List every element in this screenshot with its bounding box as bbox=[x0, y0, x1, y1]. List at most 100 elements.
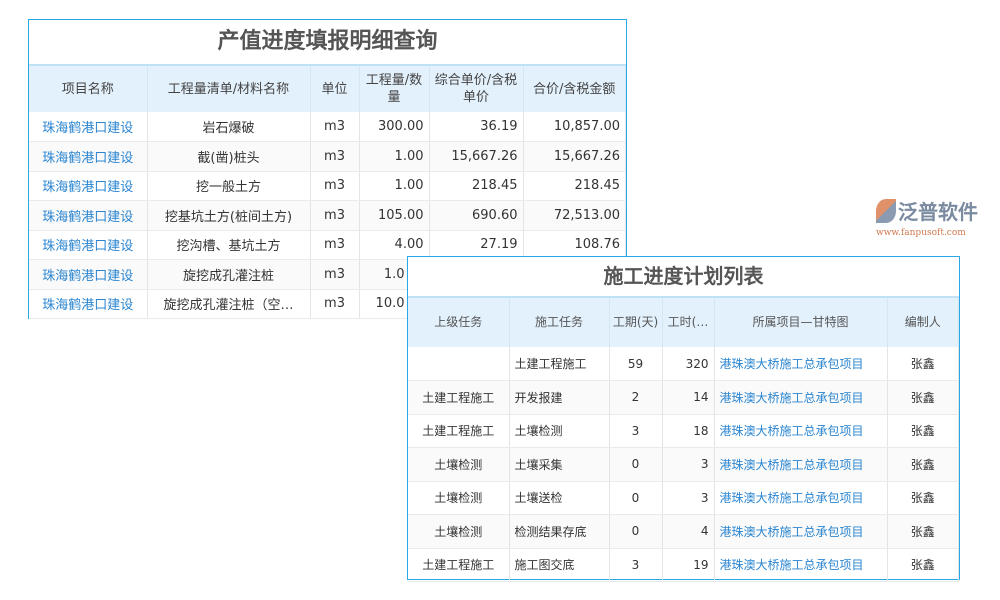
table-cell: 59 bbox=[609, 347, 663, 381]
table-row[interactable]: 珠海鹤港口建设 挖基坑土方(桩间土方) m3 105.00 690.60 72,513.0… bbox=[29, 200, 626, 231]
table-cell: 72,513.00 bbox=[523, 200, 626, 231]
table-cell: 土壤检测 bbox=[408, 447, 510, 482]
table-cell: 4.00 bbox=[359, 230, 430, 260]
table-cell: 300.00 bbox=[359, 112, 430, 142]
project-link[interactable]: 珠海鹤港口建设 bbox=[29, 259, 148, 290]
column-header[interactable]: 工期(天) bbox=[609, 298, 663, 347]
table-cell: 10,857.00 bbox=[523, 112, 626, 142]
table-cell: 岩石爆破 bbox=[147, 112, 311, 142]
project-link[interactable]: 珠海鹤港口建设 bbox=[29, 230, 148, 260]
table-cell: 张鑫 bbox=[887, 514, 959, 549]
table-cell: m3 bbox=[310, 259, 360, 290]
column-header[interactable]: 编制人 bbox=[887, 298, 959, 347]
table-cell: 3 bbox=[662, 481, 715, 515]
table-cell: 旋挖成孔灌注桩（空… bbox=[147, 289, 311, 319]
output-detail-panel: 产值进度填报明细查询 项目名称 工程量清单/材料名称 单位 工程量/数量 综合单价/含税… bbox=[28, 19, 627, 319]
project-link[interactable]: 港珠澳大桥施工总承包项目 bbox=[714, 548, 888, 582]
table-cell: 张鑫 bbox=[887, 447, 959, 482]
table-row[interactable]: 珠海鹤港口建设 截(凿)桩头 m3 1.00 15,667.26 15,667.26 bbox=[29, 141, 626, 172]
column-header[interactable]: 工时(… bbox=[662, 298, 715, 347]
table-cell: 4 bbox=[662, 514, 715, 549]
table-cell: 土壤检测 bbox=[509, 414, 610, 448]
table-cell: m3 bbox=[310, 141, 360, 172]
project-link[interactable]: 珠海鹤港口建设 bbox=[29, 112, 148, 142]
table-cell: 土建工程施工 bbox=[408, 414, 510, 448]
table-cell: m3 bbox=[310, 289, 360, 319]
project-link[interactable]: 港珠澳大桥施工总承包项目 bbox=[714, 447, 888, 482]
table-row[interactable]: 土壤检测 土壤送检 0 3 港珠澳大桥施工总承包项目 张鑫 bbox=[408, 481, 959, 515]
table-cell: 218.45 bbox=[429, 171, 524, 201]
table-cell: 218.45 bbox=[523, 171, 626, 201]
table-cell: 2 bbox=[609, 380, 663, 415]
table-cell: 土壤检测 bbox=[408, 514, 510, 549]
table-row[interactable]: 珠海鹤港口建设 挖一般土方 m3 1.00 218.45 218.45 bbox=[29, 171, 626, 201]
column-header[interactable]: 单位 bbox=[310, 66, 360, 112]
project-link[interactable]: 港珠澳大桥施工总承包项目 bbox=[714, 347, 888, 381]
project-link[interactable]: 珠海鹤港口建设 bbox=[29, 289, 148, 319]
table-cell: 张鑫 bbox=[887, 548, 959, 582]
table-cell: 320 bbox=[662, 347, 715, 381]
panel-title: 产值进度填报明细查询 bbox=[29, 20, 626, 66]
table-cell: m3 bbox=[310, 230, 360, 260]
project-link[interactable]: 港珠澳大桥施工总承包项目 bbox=[714, 514, 888, 549]
column-header[interactable]: 上级任务 bbox=[408, 298, 510, 347]
table-cell: 15,667.26 bbox=[523, 141, 626, 172]
fanpu-logo: 泛普软件 www.fanpusoft.com bbox=[874, 196, 994, 242]
panel-title: 施工进度计划列表 bbox=[408, 257, 959, 298]
column-header[interactable]: 合价/含税金额 bbox=[523, 66, 626, 112]
column-header[interactable]: 所属项目—甘特图 bbox=[714, 298, 888, 347]
column-header[interactable]: 工程量清单/材料名称 bbox=[147, 66, 311, 112]
column-header[interactable]: 综合单价/含税单价 bbox=[429, 66, 524, 112]
project-link[interactable]: 港珠澳大桥施工总承包项目 bbox=[714, 414, 888, 448]
table-cell: 张鑫 bbox=[887, 380, 959, 415]
table-cell: 检测结果存底 bbox=[509, 514, 610, 549]
table-cell: 截(凿)桩头 bbox=[147, 141, 311, 172]
logo-url: www.fanpusoft.com bbox=[876, 228, 966, 238]
table-row[interactable]: 土建工程施工 土壤检测 3 18 港珠澳大桥施工总承包项目 张鑫 bbox=[408, 414, 959, 448]
table-cell: 18 bbox=[662, 414, 715, 448]
logo-icon bbox=[876, 199, 896, 223]
table-cell: 14 bbox=[662, 380, 715, 415]
table-row[interactable]: 土建工程施工 施工图交底 3 19 港珠澳大桥施工总承包项目 张鑫 bbox=[408, 548, 959, 582]
project-link[interactable]: 珠海鹤港口建设 bbox=[29, 141, 148, 172]
table-cell: 挖一般土方 bbox=[147, 171, 311, 201]
table-cell: 土壤送检 bbox=[509, 481, 610, 515]
project-link[interactable]: 港珠澳大桥施工总承包项目 bbox=[714, 481, 888, 515]
table-cell: 张鑫 bbox=[887, 347, 959, 381]
table-cell: 3 bbox=[662, 447, 715, 482]
table-cell: 0 bbox=[609, 514, 663, 549]
table-cell: 19 bbox=[662, 548, 715, 582]
table-cell: 105.00 bbox=[359, 200, 430, 231]
table-cell: 施工图交底 bbox=[509, 548, 610, 582]
table-cell: 0 bbox=[609, 481, 663, 515]
table-cell: 3 bbox=[609, 414, 663, 448]
project-link[interactable]: 港珠澳大桥施工总承包项目 bbox=[714, 380, 888, 415]
table-cell: 3 bbox=[609, 548, 663, 582]
table-row[interactable]: 珠海鹤港口建设 挖沟槽、基坑土方 m3 4.00 27.19 108.76 bbox=[29, 230, 626, 260]
column-header[interactable]: 施工任务 bbox=[509, 298, 610, 347]
table-cell bbox=[408, 347, 510, 381]
table-cell: 张鑫 bbox=[887, 414, 959, 448]
table-row[interactable]: 珠海鹤港口建设 岩石爆破 m3 300.00 36.19 10,857.00 bbox=[29, 112, 626, 142]
table-cell: 土建工程施工 bbox=[408, 380, 510, 415]
table-cell: 690.60 bbox=[429, 200, 524, 231]
table-row[interactable]: 土壤检测 检测结果存底 0 4 港珠澳大桥施工总承包项目 张鑫 bbox=[408, 514, 959, 549]
schedule-plan-panel: 施工进度计划列表 上级任务 施工任务 工期(天) 工时(… 所属项目—甘特图 编制人 土建… bbox=[407, 256, 960, 582]
table-cell: 土壤检测 bbox=[408, 481, 510, 515]
table-cell: m3 bbox=[310, 171, 360, 201]
table-row[interactable]: 土建工程施工 59 320 港珠澳大桥施工总承包项目 张鑫 bbox=[408, 347, 959, 381]
project-link[interactable]: 珠海鹤港口建设 bbox=[29, 171, 148, 201]
logo-name: 泛普软件 bbox=[898, 200, 978, 224]
table-cell: 土建工程施工 bbox=[509, 347, 610, 381]
table-cell: 36.19 bbox=[429, 112, 524, 142]
table-cell: 旋挖成孔灌注桩 bbox=[147, 259, 311, 290]
table-cell: 挖基坑土方(桩间土方) bbox=[147, 200, 311, 231]
table-row[interactable]: 土建工程施工 开发报建 2 14 港珠澳大桥施工总承包项目 张鑫 bbox=[408, 380, 959, 415]
project-link[interactable]: 珠海鹤港口建设 bbox=[29, 200, 148, 231]
table-cell: 土壤采集 bbox=[509, 447, 610, 482]
table-row[interactable]: 土壤检测 土壤采集 0 3 港珠澳大桥施工总承包项目 张鑫 bbox=[408, 447, 959, 482]
table-cell: 挖沟槽、基坑土方 bbox=[147, 230, 311, 260]
column-header[interactable]: 项目名称 bbox=[29, 66, 148, 112]
table-cell: m3 bbox=[310, 200, 360, 231]
column-header[interactable]: 工程量/数量 bbox=[359, 66, 430, 112]
